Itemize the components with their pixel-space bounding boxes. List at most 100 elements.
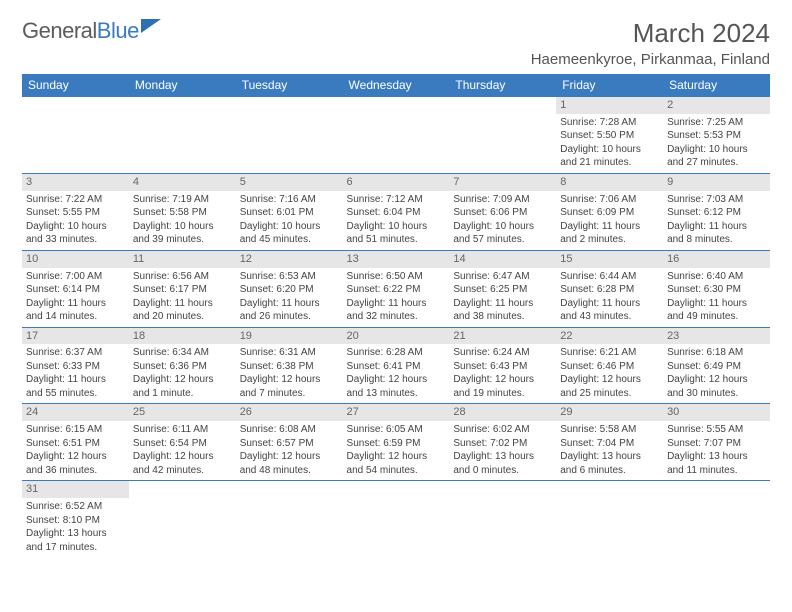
calendar-cell: 24Sunrise: 6:15 AMSunset: 6:51 PMDayligh… [22,404,129,481]
daylight-text: Daylight: 10 hours and 21 minutes. [560,143,659,170]
sunset-text: Sunset: 5:53 PM [667,129,766,143]
day-number: 9 [663,174,770,191]
day-number: 22 [556,328,663,345]
sunset-text: Sunset: 6:17 PM [133,283,232,297]
day-number: 5 [236,174,343,191]
daylight-text: Daylight: 10 hours and 45 minutes. [240,220,339,247]
sunset-text: Sunset: 6:04 PM [347,206,446,220]
daylight-text: Daylight: 11 hours and 2 minutes. [560,220,659,247]
logo-text-general: General [22,18,97,44]
sunset-text: Sunset: 6:38 PM [240,360,339,374]
daylight-text: Daylight: 12 hours and 36 minutes. [26,450,125,477]
sunrise-text: Sunrise: 6:47 AM [453,270,552,284]
day-number: 2 [663,97,770,114]
day-number: 7 [449,174,556,191]
sunrise-text: Sunrise: 6:18 AM [667,346,766,360]
sunset-text: Sunset: 6:22 PM [347,283,446,297]
sunrise-text: Sunrise: 6:28 AM [347,346,446,360]
calendar-cell: 3Sunrise: 7:22 AMSunset: 5:55 PMDaylight… [22,173,129,250]
day-number: 17 [22,328,129,345]
day-number: 26 [236,404,343,421]
day-number: 3 [22,174,129,191]
calendar-row: 24Sunrise: 6:15 AMSunset: 6:51 PMDayligh… [22,404,770,481]
daylight-text: Daylight: 11 hours and 14 minutes. [26,297,125,324]
sunrise-text: Sunrise: 7:03 AM [667,193,766,207]
col-thursday: Thursday [449,74,556,97]
calendar-cell [343,481,450,557]
daylight-text: Daylight: 10 hours and 33 minutes. [26,220,125,247]
sunset-text: Sunset: 6:12 PM [667,206,766,220]
header: GeneralBlue March 2024 Haemeenkyroe, Pir… [22,18,770,68]
daylight-text: Daylight: 12 hours and 48 minutes. [240,450,339,477]
day-number: 21 [449,328,556,345]
calendar-cell: 25Sunrise: 6:11 AMSunset: 6:54 PMDayligh… [129,404,236,481]
calendar-cell [343,97,450,174]
sunset-text: Sunset: 8:10 PM [26,514,125,528]
day-number: 10 [22,251,129,268]
calendar-cell: 27Sunrise: 6:05 AMSunset: 6:59 PMDayligh… [343,404,450,481]
calendar-cell: 2Sunrise: 7:25 AMSunset: 5:53 PMDaylight… [663,97,770,174]
day-number: 14 [449,251,556,268]
day-number: 16 [663,251,770,268]
sunset-text: Sunset: 6:59 PM [347,437,446,451]
sunset-text: Sunset: 7:04 PM [560,437,659,451]
calendar-cell: 14 Sunrise: 6:47 AMSunset: 6:25 PMDayligh… [449,250,556,327]
sunset-text: Sunset: 6:46 PM [560,360,659,374]
sunset-text: Sunset: 5:58 PM [133,206,232,220]
page-title: March 2024 [531,18,770,49]
daylight-text: Daylight: 11 hours and 8 minutes. [667,220,766,247]
day-number: 6 [343,174,450,191]
daylight-text: Daylight: 13 hours and 6 minutes. [560,450,659,477]
calendar-cell: 20Sunrise: 6:28 AMSunset: 6:41 PMDayligh… [343,327,450,404]
calendar-cell: 22Sunrise: 6:21 AMSunset: 6:46 PMDayligh… [556,327,663,404]
sunset-text: Sunset: 6:28 PM [560,283,659,297]
day-number: 13 [343,251,450,268]
sunrise-text: Sunrise: 6:24 AM [453,346,552,360]
sunset-text: Sunset: 6:25 PM [453,283,552,297]
sunset-text: Sunset: 5:55 PM [26,206,125,220]
calendar-cell: 7Sunrise: 7:09 AMSunset: 6:06 PMDaylight… [449,173,556,250]
calendar-cell: 12Sunrise: 6:53 AMSunset: 6:20 PMDayligh… [236,250,343,327]
calendar-cell [236,481,343,557]
title-block: March 2024 Haemeenkyroe, Pirkanmaa, Finl… [531,18,770,68]
daylight-text: Daylight: 11 hours and 55 minutes. [26,373,125,400]
sunrise-text: Sunrise: 7:09 AM [453,193,552,207]
daylight-text: Daylight: 12 hours and 13 minutes. [347,373,446,400]
daylight-text: Daylight: 11 hours and 38 minutes. [453,297,552,324]
calendar-cell: 4Sunrise: 7:19 AMSunset: 5:58 PMDaylight… [129,173,236,250]
calendar-cell: 10Sunrise: 7:00 AMSunset: 6:14 PMDayligh… [22,250,129,327]
calendar-cell [556,481,663,557]
logo: GeneralBlue [22,18,163,44]
calendar-cell [129,481,236,557]
sunset-text: Sunset: 6:51 PM [26,437,125,451]
calendar-cell: 9 Sunrise: 7:03 AMSunset: 6:12 PMDaylight… [663,173,770,250]
day-number: 28 [449,404,556,421]
sunrise-text: Sunrise: 6:02 AM [453,423,552,437]
day-number: 27 [343,404,450,421]
calendar-cell: 30Sunrise: 5:55 AMSunset: 7:07 PMDayligh… [663,404,770,481]
daylight-text: Daylight: 11 hours and 43 minutes. [560,297,659,324]
sunset-text: Sunset: 6:01 PM [240,206,339,220]
daylight-text: Daylight: 12 hours and 54 minutes. [347,450,446,477]
day-number: 29 [556,404,663,421]
daylight-text: Daylight: 12 hours and 1 minute. [133,373,232,400]
calendar-cell [22,97,129,174]
sunrise-text: Sunrise: 6:37 AM [26,346,125,360]
calendar-row: 10Sunrise: 7:00 AMSunset: 6:14 PMDayligh… [22,250,770,327]
calendar-row: 1Sunrise: 7:28 AMSunset: 5:50 PMDaylight… [22,97,770,174]
daylight-text: Daylight: 12 hours and 19 minutes. [453,373,552,400]
day-number: 20 [343,328,450,345]
sunset-text: Sunset: 6:49 PM [667,360,766,374]
sunrise-text: Sunrise: 7:00 AM [26,270,125,284]
sunset-text: Sunset: 6:41 PM [347,360,446,374]
day-number: 15 [556,251,663,268]
sunrise-text: Sunrise: 7:28 AM [560,116,659,130]
calendar-cell: 18Sunrise: 6:34 AMSunset: 6:36 PMDayligh… [129,327,236,404]
sunrise-text: Sunrise: 7:06 AM [560,193,659,207]
sunset-text: Sunset: 6:36 PM [133,360,232,374]
sunrise-text: Sunrise: 6:34 AM [133,346,232,360]
daylight-text: Daylight: 10 hours and 39 minutes. [133,220,232,247]
day-number: 1 [556,97,663,114]
calendar-row: 3Sunrise: 7:22 AMSunset: 5:55 PMDaylight… [22,173,770,250]
sunset-text: Sunset: 6:09 PM [560,206,659,220]
